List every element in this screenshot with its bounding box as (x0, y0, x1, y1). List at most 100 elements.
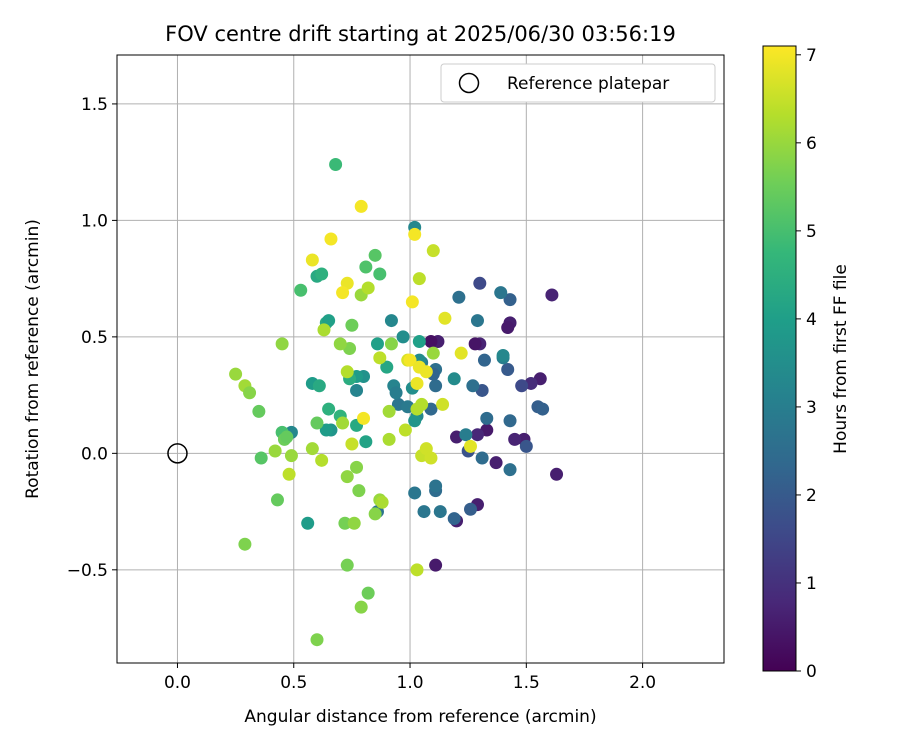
y-tick-label: 1.5 (81, 95, 108, 115)
data-point (412, 360, 426, 374)
data-point (410, 376, 424, 390)
legend-reference-marker (458, 72, 480, 94)
data-point (352, 484, 366, 498)
colorbar-tick-label: 4 (806, 310, 817, 330)
data-point (254, 451, 268, 465)
x-tick-label: 0.0 (164, 673, 191, 693)
data-point (412, 335, 426, 349)
data-point (375, 495, 389, 509)
data-point (475, 451, 489, 465)
data-point (347, 516, 361, 530)
colorbar-tick-label: 7 (806, 46, 817, 66)
data-point (496, 349, 510, 363)
data-point (515, 379, 529, 393)
data-point (359, 260, 373, 274)
data-point (424, 451, 438, 465)
data-point (229, 367, 243, 381)
data-point (373, 267, 387, 281)
colorbar-tick-label: 1 (806, 574, 817, 594)
data-point (382, 432, 396, 446)
data-point (338, 516, 352, 530)
data-point (275, 337, 289, 351)
data-point (447, 372, 461, 386)
data-point (340, 558, 354, 572)
data-point (333, 337, 347, 351)
data-point (436, 397, 450, 411)
colorbar-tick-label: 5 (806, 222, 817, 242)
data-point (412, 272, 426, 286)
data-point (301, 516, 315, 530)
data-point (408, 486, 422, 500)
data-point (312, 379, 326, 393)
data-point (454, 346, 468, 360)
data-point (373, 351, 387, 365)
data-point (405, 295, 419, 309)
data-point (426, 244, 440, 258)
data-point (545, 288, 559, 302)
data-point (403, 353, 417, 367)
data-point (382, 404, 396, 418)
colorbar-tick-label: 3 (806, 398, 817, 418)
colorbar-tick-label: 6 (806, 134, 817, 154)
data-point (345, 318, 359, 332)
data-point (361, 586, 375, 600)
x-axis-label: Angular distance from reference (arcmin) (244, 707, 596, 727)
data-point (503, 293, 517, 307)
x-axis-ticks: 0.0 0.5 1.0 1.5 2.0 (164, 663, 656, 693)
data-point (340, 365, 354, 379)
data-point (268, 444, 282, 458)
data-point (322, 402, 336, 416)
data-point (503, 414, 517, 428)
data-point (324, 232, 338, 246)
data-point (464, 502, 478, 516)
data-points (229, 157, 564, 647)
colorbar-tick-label: 2 (806, 486, 817, 506)
data-point (468, 337, 482, 351)
data-point (384, 337, 398, 351)
data-point (336, 416, 350, 430)
data-point (345, 437, 359, 451)
data-point (464, 439, 478, 453)
data-point (489, 456, 503, 470)
data-point (370, 337, 384, 351)
y-tick-label: 0.0 (81, 444, 108, 464)
data-point (359, 435, 373, 449)
data-point (336, 286, 350, 300)
chart-title: FOV centre drift starting at 2025/06/30 … (165, 22, 676, 46)
data-point (354, 199, 368, 213)
legend-box (440, 63, 716, 103)
data-point (415, 397, 429, 411)
data-point (368, 507, 382, 521)
data-point (519, 439, 533, 453)
colorbar-label: Hours from first FF file (831, 264, 851, 454)
x-tick-label: 2.0 (629, 673, 656, 693)
x-tick-label: 1.5 (513, 673, 540, 693)
data-point (252, 404, 266, 418)
data-point (284, 449, 298, 463)
data-point (459, 428, 473, 442)
data-point (294, 283, 308, 297)
data-point (452, 290, 466, 304)
data-point (408, 227, 422, 241)
data-point (429, 379, 443, 393)
y-tick-label: 1.0 (81, 211, 108, 231)
data-point (398, 423, 412, 437)
data-point (433, 505, 447, 519)
data-point (466, 379, 480, 393)
data-point (243, 386, 257, 400)
data-point (315, 453, 329, 467)
data-point (429, 558, 443, 572)
data-point (270, 493, 284, 507)
data-point (480, 411, 494, 425)
data-point (410, 563, 424, 577)
data-point (368, 248, 382, 262)
data-point (280, 430, 294, 444)
data-point (357, 411, 371, 425)
data-point (317, 323, 331, 337)
data-point (310, 633, 324, 647)
data-point (503, 463, 517, 477)
data-point (350, 460, 364, 474)
data-point (282, 467, 296, 481)
y-axis-ticks: −0.5 0.0 0.5 1.0 1.5 (67, 95, 117, 581)
